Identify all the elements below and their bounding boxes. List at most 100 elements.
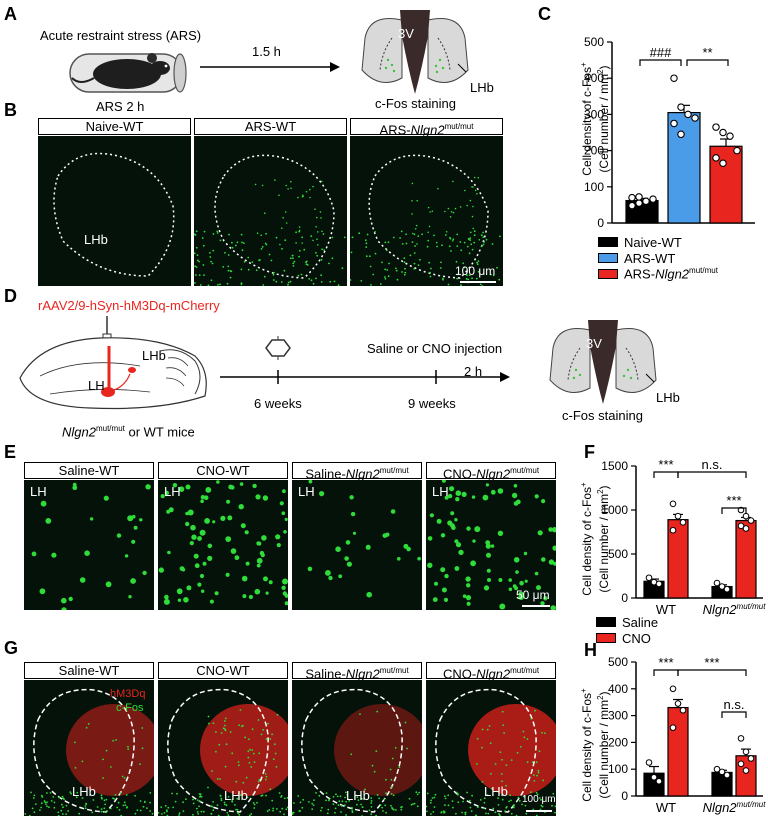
data-point bbox=[628, 193, 636, 202]
cell-dot bbox=[172, 806, 175, 809]
mcherry-signal bbox=[66, 704, 154, 796]
data-point bbox=[742, 512, 750, 520]
cell-dot bbox=[287, 283, 289, 286]
cell-dot bbox=[538, 797, 541, 799]
cell-dot bbox=[505, 764, 508, 766]
cell-dot bbox=[481, 728, 484, 731]
cell-dot bbox=[366, 591, 372, 598]
cell-dot bbox=[360, 280, 363, 282]
cell-dot bbox=[541, 557, 546, 562]
title-g-saline-wt: Saline-WT bbox=[24, 662, 154, 679]
cell-dot bbox=[405, 242, 408, 245]
scale-label-b: 100 μm bbox=[455, 264, 496, 278]
cell-dot bbox=[297, 274, 300, 277]
cell-dot bbox=[185, 798, 187, 801]
cell-dot bbox=[463, 241, 466, 244]
cell-dot bbox=[461, 811, 463, 814]
cell-dot bbox=[212, 809, 215, 812]
cell-dot bbox=[550, 799, 552, 802]
cell-dot bbox=[275, 236, 278, 239]
cell-dot bbox=[240, 283, 243, 286]
cell-dot bbox=[376, 793, 379, 796]
cell-dot bbox=[482, 243, 485, 246]
cell-dot bbox=[265, 738, 268, 740]
cell-dot bbox=[303, 248, 306, 251]
cell-dot bbox=[76, 791, 79, 794]
cell-dot bbox=[451, 800, 454, 803]
cell-dot bbox=[429, 513, 434, 518]
lhb-label-g: LHb bbox=[72, 784, 96, 799]
cell-dot bbox=[379, 283, 382, 285]
cell-dot bbox=[283, 813, 285, 816]
cell-dot bbox=[268, 809, 271, 811]
cell-dot bbox=[460, 249, 463, 252]
cell-dot bbox=[465, 576, 471, 582]
cell-dot bbox=[292, 262, 295, 265]
cell-dot bbox=[92, 799, 95, 801]
cell-dot bbox=[384, 277, 387, 280]
cell-dot bbox=[311, 808, 314, 810]
cell-dot bbox=[299, 801, 302, 804]
cell-dot bbox=[202, 810, 205, 813]
cell-dot bbox=[278, 792, 281, 794]
cell-dot bbox=[127, 748, 130, 750]
cell-dot bbox=[226, 812, 229, 814]
cell-dot bbox=[361, 797, 363, 800]
cell-dot bbox=[338, 574, 343, 579]
cell-dot bbox=[411, 182, 414, 185]
cell-dot bbox=[78, 812, 81, 815]
cell-dot bbox=[433, 796, 436, 799]
cell-dot bbox=[308, 278, 311, 280]
cell-dot bbox=[538, 750, 541, 753]
cell-dot bbox=[464, 813, 467, 816]
cell-dot bbox=[274, 179, 276, 181]
cell-dot bbox=[81, 760, 84, 763]
cell-dot bbox=[345, 814, 347, 816]
cell-dot bbox=[252, 752, 255, 755]
scale-bar-e bbox=[522, 605, 550, 607]
chart-f: 0 500 1000 1500 WT Nlgn2mut/mut *** n.s. *** bbox=[601, 457, 766, 617]
cell-dot bbox=[469, 239, 472, 241]
cell-dot bbox=[204, 518, 210, 524]
cell-dot bbox=[298, 249, 301, 252]
cell-dot bbox=[329, 280, 332, 283]
cell-dot bbox=[305, 261, 307, 264]
cell-dot bbox=[51, 552, 57, 558]
cell-dot bbox=[69, 791, 72, 793]
cell-dot bbox=[165, 809, 168, 812]
cell-dot bbox=[479, 283, 482, 286]
cell-dot bbox=[186, 585, 192, 591]
cell-dot bbox=[273, 271, 275, 274]
cell-dot bbox=[413, 233, 416, 236]
cell-dot bbox=[262, 284, 265, 286]
data-point bbox=[747, 517, 755, 524]
cell-dot bbox=[473, 234, 476, 237]
cell-dot bbox=[53, 801, 56, 804]
cell-dot bbox=[40, 806, 43, 809]
cell-dot bbox=[74, 741, 76, 744]
cell-dot bbox=[72, 485, 78, 491]
y-tick-label: 0 bbox=[621, 591, 628, 605]
y-tick-label: 100 bbox=[608, 762, 628, 776]
cell-dot bbox=[427, 206, 430, 209]
cell-dot bbox=[198, 793, 201, 795]
cell-dot bbox=[476, 737, 479, 740]
cell-dot bbox=[302, 194, 304, 197]
cell-dot bbox=[426, 810, 428, 813]
cell-dot bbox=[328, 799, 330, 802]
cell-dot bbox=[290, 187, 292, 190]
cell-dot bbox=[198, 805, 200, 808]
cell-dot bbox=[283, 269, 286, 272]
cell-dot bbox=[280, 796, 282, 798]
cell-dot bbox=[145, 484, 151, 490]
cell-dot bbox=[412, 232, 414, 235]
x-tick-label: Nlgn2mut/mut bbox=[703, 800, 767, 815]
x-tick-label: WT bbox=[656, 602, 676, 617]
cell-dot bbox=[385, 811, 387, 814]
lhb-label-d2: LHb bbox=[656, 390, 680, 405]
cell-dot bbox=[105, 798, 108, 801]
cell-dot bbox=[469, 199, 472, 202]
chart-h: 0 100 200 300 400 500 WT Nlgn2mut/mut *** *** n.s. bbox=[608, 655, 767, 815]
bar bbox=[667, 706, 689, 797]
cell-dot bbox=[250, 813, 253, 815]
